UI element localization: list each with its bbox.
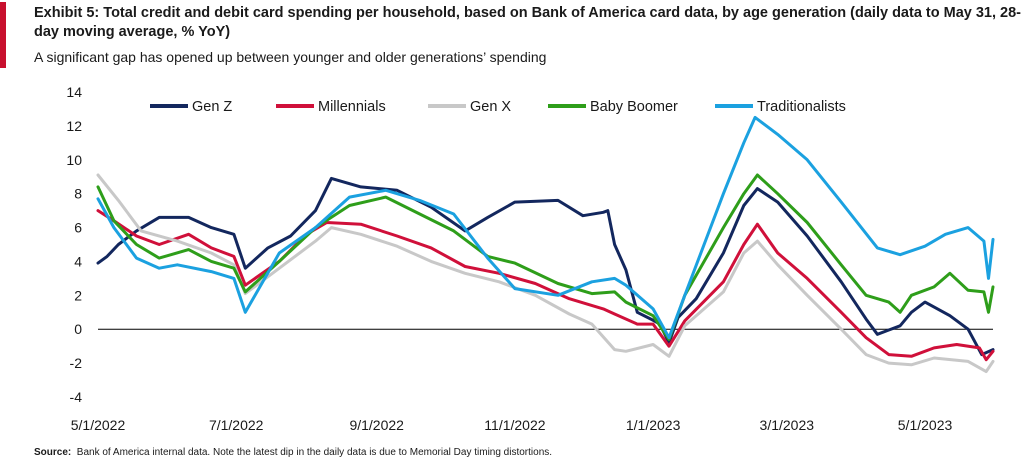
y-tick-label: 0 (74, 321, 82, 337)
chart-lines (96, 115, 995, 374)
y-tick-label: -4 (70, 389, 83, 405)
source-text: Bank of America internal data. Note the … (76, 447, 553, 458)
y-tick-label: 14 (66, 84, 82, 100)
x-tick-label: 5/1/2023 (898, 417, 953, 433)
series-line-baby-boomer (96, 173, 995, 341)
line-chart: -4 -2 0 2 4 6 8 10 12 14 5/1/2022 7/1/2022 9/1/2022 1… (66, 84, 995, 433)
y-tick-label: -2 (70, 355, 83, 371)
legend-label-traditionalists: Traditionalists (757, 99, 846, 115)
legend-label-millennials: Millennials (318, 99, 386, 115)
accent-bar (0, 2, 6, 68)
chart-legend: Gen Z Millennials Gen X Baby Boomer Traditio… (150, 99, 846, 115)
series-line-gen-x (96, 173, 995, 374)
source-label: Source: (34, 447, 72, 458)
y-tick-label: 8 (74, 186, 82, 202)
series-line-gen-z (96, 176, 995, 357)
x-tick-label: 5/1/2022 (71, 417, 126, 433)
y-tick-label: 2 (74, 287, 82, 303)
chart-subtitle: A significant gap has opened up between … (34, 49, 547, 65)
x-tick-label: 1/1/2023 (626, 417, 681, 433)
y-tick-label: 6 (74, 220, 82, 236)
legend-label-baby-boomer: Baby Boomer (590, 99, 678, 115)
series-line-millennials (96, 209, 995, 362)
legend-label-gen-x: Gen X (470, 99, 511, 115)
x-tick-label: 3/1/2023 (760, 417, 815, 433)
y-tick-label: 12 (66, 118, 82, 134)
x-tick-label: 11/1/2022 (484, 417, 545, 433)
chart-title: Exhibit 5: Total credit and debit card s… (34, 5, 1022, 40)
chart-axes: -4 -2 0 2 4 6 8 10 12 14 5/1/2022 7/1/2022 9/1/2022 1… (66, 84, 993, 433)
legend-label-gen-z: Gen Z (192, 99, 232, 115)
y-tick-label: 4 (74, 253, 82, 269)
source-note: Source: Bank of America internal data. N… (34, 447, 552, 458)
y-tick-label: 10 (66, 152, 82, 168)
x-tick-label: 9/1/2022 (349, 417, 404, 433)
series-line-traditionalists (96, 115, 995, 340)
x-tick-label: 7/1/2022 (209, 417, 264, 433)
